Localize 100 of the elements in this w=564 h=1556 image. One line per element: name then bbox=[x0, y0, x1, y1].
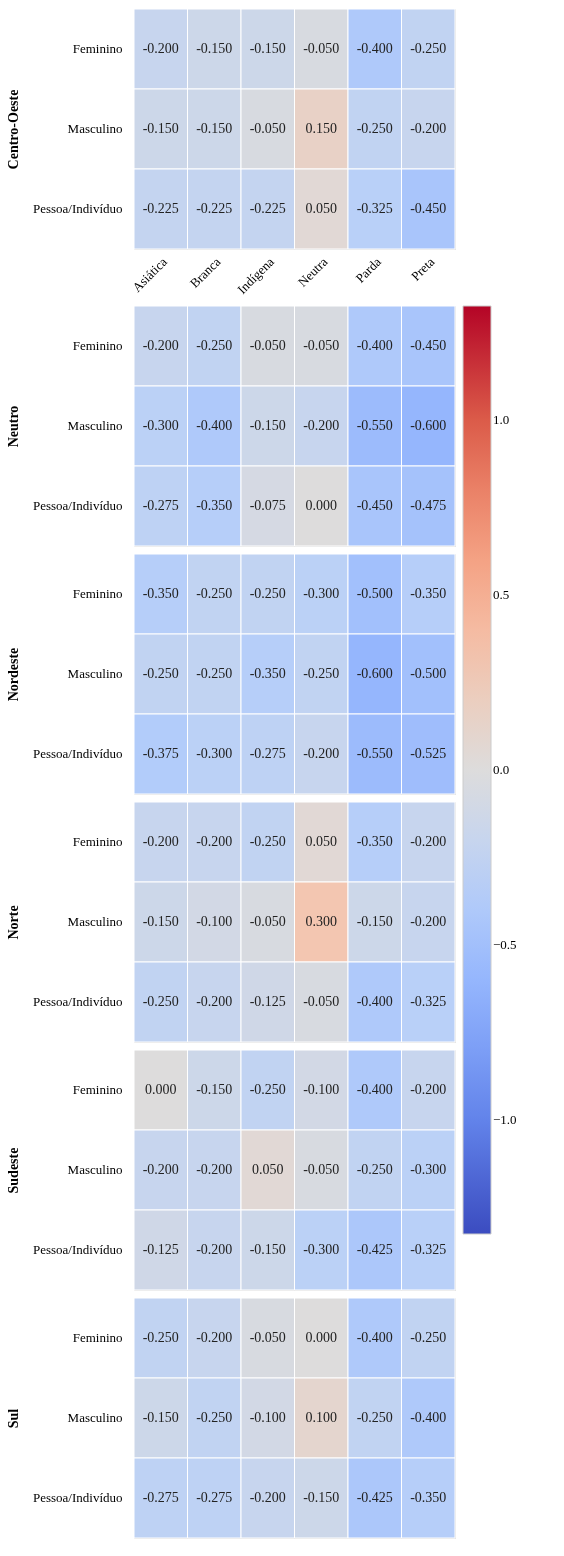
data-label: 0.100 bbox=[305, 1410, 337, 1425]
x-tick-label: Preta bbox=[407, 253, 438, 284]
y-axis-title: Centro-Oeste bbox=[5, 89, 21, 170]
y-tick-label: Masculino bbox=[67, 666, 123, 681]
data-label: -0.150 bbox=[196, 1082, 233, 1097]
y-tick-label: Pessoa/Indivíduo bbox=[32, 1490, 123, 1505]
y-tick-label: Feminino bbox=[72, 41, 123, 56]
data-label: -0.200 bbox=[410, 1082, 447, 1097]
data-label: -0.200 bbox=[410, 121, 447, 136]
data-label: -0.200 bbox=[303, 746, 340, 761]
data-label: -0.550 bbox=[356, 746, 393, 761]
data-label: -0.200 bbox=[303, 418, 340, 433]
data-label: -0.275 bbox=[142, 1490, 179, 1505]
data-label: -0.125 bbox=[249, 994, 286, 1009]
data-label: -0.450 bbox=[410, 201, 447, 216]
data-label: -0.600 bbox=[410, 418, 447, 433]
data-label: -0.250 bbox=[249, 1082, 286, 1097]
data-label: -0.425 bbox=[356, 1242, 393, 1257]
data-label: -0.200 bbox=[142, 834, 179, 849]
data-label: -0.350 bbox=[410, 586, 447, 601]
data-label: -0.250 bbox=[356, 1410, 393, 1425]
data-label: -0.275 bbox=[196, 1490, 233, 1505]
data-label: -0.300 bbox=[142, 418, 179, 433]
data-label: -0.250 bbox=[303, 666, 340, 681]
data-label: -0.500 bbox=[356, 586, 393, 601]
data-label: 0.050 bbox=[305, 201, 337, 216]
data-label: -0.250 bbox=[196, 1410, 233, 1425]
data-label: -0.200 bbox=[142, 338, 179, 353]
data-label: -0.150 bbox=[142, 1410, 179, 1425]
data-label: -0.250 bbox=[196, 586, 233, 601]
y-tick-label: Feminino bbox=[72, 834, 123, 849]
data-label: -0.150 bbox=[303, 1490, 340, 1505]
y-tick-label: Pessoa/Indivíduo bbox=[32, 498, 123, 513]
data-label: -0.350 bbox=[196, 498, 233, 513]
data-label: -0.250 bbox=[410, 1330, 447, 1345]
data-label: -0.400 bbox=[410, 1410, 447, 1425]
data-label: 0.150 bbox=[305, 121, 337, 136]
data-label: -0.050 bbox=[249, 1330, 286, 1345]
data-label: -0.300 bbox=[303, 586, 340, 601]
y-axis-title: Sul bbox=[5, 1408, 21, 1429]
color-bar-label: −1.0 bbox=[493, 1112, 517, 1128]
data-label: -0.525 bbox=[410, 746, 447, 761]
y-tick-label: Feminino bbox=[72, 338, 123, 353]
y-tick-label: Masculino bbox=[67, 418, 123, 433]
data-label: -0.200 bbox=[196, 1242, 233, 1257]
data-label: -0.400 bbox=[356, 41, 393, 56]
data-label: -0.150 bbox=[249, 418, 286, 433]
data-label: -0.225 bbox=[196, 201, 233, 216]
y-tick-label: Masculino bbox=[67, 1410, 123, 1425]
data-label: -0.275 bbox=[249, 746, 286, 761]
y-axis-title: Norte bbox=[5, 905, 21, 940]
data-label: -0.250 bbox=[410, 41, 447, 56]
data-label: -0.200 bbox=[196, 994, 233, 1009]
data-label: -0.150 bbox=[249, 1242, 286, 1257]
data-label: -0.050 bbox=[249, 121, 286, 136]
data-label: -0.325 bbox=[356, 201, 393, 216]
data-label: -0.475 bbox=[410, 498, 447, 513]
data-label: -0.200 bbox=[196, 1162, 233, 1177]
data-label: -0.450 bbox=[356, 498, 393, 513]
data-label: -0.150 bbox=[142, 914, 179, 929]
data-label: -0.250 bbox=[356, 1162, 393, 1177]
y-tick-label: Feminino bbox=[72, 586, 123, 601]
data-label: -0.050 bbox=[249, 914, 286, 929]
data-label: -0.200 bbox=[196, 834, 233, 849]
data-label: -0.400 bbox=[356, 338, 393, 353]
data-label: -0.300 bbox=[410, 1162, 447, 1177]
data-label: -0.350 bbox=[142, 586, 179, 601]
data-label: -0.250 bbox=[142, 994, 179, 1009]
y-tick-label: Feminino bbox=[72, 1330, 123, 1345]
data-label: -0.250 bbox=[196, 338, 233, 353]
data-label: -0.250 bbox=[356, 121, 393, 136]
data-label: 0.000 bbox=[145, 1082, 177, 1097]
data-label: -0.075 bbox=[249, 498, 286, 513]
data-label: -0.350 bbox=[356, 834, 393, 849]
y-tick-label: Pessoa/Indivíduo bbox=[32, 1242, 123, 1257]
data-label: -0.200 bbox=[410, 914, 447, 929]
data-label: -0.150 bbox=[356, 914, 393, 929]
data-label: -0.350 bbox=[249, 666, 286, 681]
data-label: -0.150 bbox=[249, 41, 286, 56]
data-label: 0.300 bbox=[305, 914, 337, 929]
data-label: -0.225 bbox=[142, 201, 179, 216]
y-tick-label: Masculino bbox=[67, 121, 123, 136]
data-label: -0.050 bbox=[303, 1162, 340, 1177]
y-axis-title: Neutro bbox=[5, 405, 21, 448]
data-label: -0.375 bbox=[142, 746, 179, 761]
data-label: -0.150 bbox=[196, 121, 233, 136]
data-label: -0.400 bbox=[356, 1082, 393, 1097]
data-label: -0.550 bbox=[356, 418, 393, 433]
data-label: 0.050 bbox=[252, 1162, 284, 1177]
color-bar-label: −0.5 bbox=[493, 937, 517, 953]
data-label: -0.600 bbox=[356, 666, 393, 681]
data-label: -0.300 bbox=[303, 1242, 340, 1257]
data-label: -0.200 bbox=[410, 834, 447, 849]
data-label: -0.500 bbox=[410, 666, 447, 681]
color-bar-label: 1.0 bbox=[493, 411, 510, 427]
color-bar-label: 0.5 bbox=[493, 586, 510, 602]
data-label: -0.050 bbox=[303, 41, 340, 56]
data-label: -0.050 bbox=[249, 338, 286, 353]
data-label: -0.350 bbox=[410, 1490, 447, 1505]
color-bar-label: 0.0 bbox=[493, 762, 510, 777]
